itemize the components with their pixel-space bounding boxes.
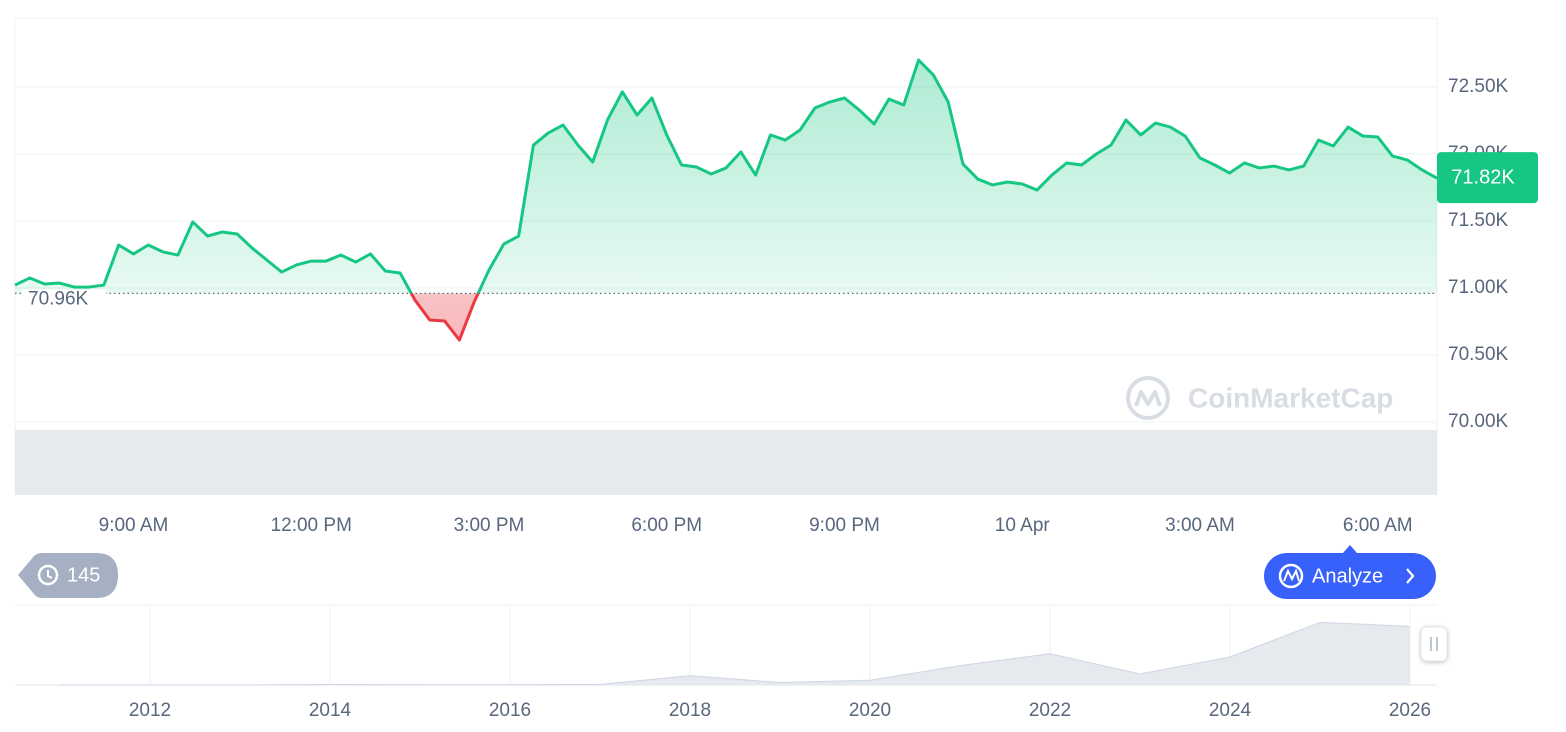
clock-icon <box>37 564 59 586</box>
y-tick-label: 70.50K <box>1448 344 1509 365</box>
x-tick-label: 2018 <box>669 700 711 721</box>
last-price-tag <box>1437 152 1538 204</box>
button-icon <box>1278 563 1304 589</box>
analyze-button[interactable]: Analyze <box>1264 545 1436 599</box>
navigator <box>15 604 1448 686</box>
handle-box[interactable] <box>1420 626 1448 662</box>
baseline-label-bg <box>22 289 106 312</box>
x-tick-label: 2016 <box>489 700 531 721</box>
x-tick-label: 6:00 PM <box>631 515 702 536</box>
button-label[interactable]: Analyze <box>1312 565 1383 587</box>
watermark-logo <box>1134 390 1162 407</box>
x-tick-label: 3:00 PM <box>454 515 525 536</box>
watermark-text: CoinMarketCap <box>1188 382 1393 413</box>
history-badge[interactable]: 145 <box>18 553 118 598</box>
x-tick-label: 3:00 AM <box>1165 515 1235 536</box>
overview-line <box>59 621 1411 686</box>
history-count: 145 <box>67 564 100 586</box>
x-tick-label: 2022 <box>1029 700 1071 721</box>
watermark-logo <box>1126 376 1170 420</box>
button-icon <box>1283 568 1300 582</box>
price-line-up <box>14 58 1438 294</box>
overview-area <box>60 622 1410 685</box>
last-price-label: 71.82K <box>1451 166 1515 188</box>
watermark: CoinMarketCap <box>1126 376 1393 420</box>
pointer <box>1343 545 1357 553</box>
y-tick-label: 72.50K <box>1448 76 1509 97</box>
badge-shape[interactable] <box>18 553 118 598</box>
area-up <box>15 60 1437 294</box>
chevron <box>1406 568 1415 584</box>
x-tick-label: 10 Apr <box>995 515 1051 536</box>
x-tick-label: 2014 <box>309 700 352 721</box>
area-down <box>411 293 479 340</box>
x-tick-label: 9:00 AM <box>99 515 169 536</box>
y-tick-label: 71.50K <box>1448 210 1509 231</box>
x-tick-label: 2020 <box>849 700 891 721</box>
y-tick-label: 70.00K <box>1448 411 1509 432</box>
volume-band <box>15 430 1437 495</box>
x-tick-label: 2012 <box>129 700 171 721</box>
x-tick-label: 9:00 PM <box>809 515 880 536</box>
x-tick-label: 12:00 PM <box>271 515 352 536</box>
x-tick-label: 2026 <box>1389 700 1431 721</box>
button-bg[interactable] <box>1264 553 1436 599</box>
x-tick-label: 6:00 AM <box>1343 515 1413 536</box>
navigator-handle[interactable] <box>1420 626 1448 662</box>
clock-icon <box>47 570 53 579</box>
x-tick-label: 2024 <box>1209 700 1252 721</box>
y-tick-label: 71.00K <box>1448 277 1509 298</box>
price-chart: 70.96K <box>14 17 1438 495</box>
baseline-label: 70.96K <box>28 288 89 309</box>
